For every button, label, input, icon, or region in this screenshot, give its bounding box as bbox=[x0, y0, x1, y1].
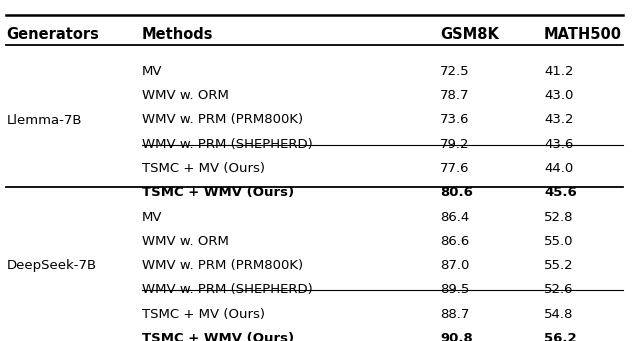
Text: 55.0: 55.0 bbox=[544, 235, 573, 248]
Text: 43.6: 43.6 bbox=[544, 138, 573, 151]
Text: MV: MV bbox=[141, 65, 162, 78]
Text: WMV w. PRM (SHEPHERD): WMV w. PRM (SHEPHERD) bbox=[141, 283, 312, 296]
Text: TSMC + MV (Ours): TSMC + MV (Ours) bbox=[141, 162, 264, 175]
Text: DeepSeek-7B: DeepSeek-7B bbox=[6, 260, 97, 272]
Text: TSMC + WMV (Ours): TSMC + WMV (Ours) bbox=[141, 332, 294, 341]
Text: WMV w. PRM (PRM800K): WMV w. PRM (PRM800K) bbox=[141, 114, 303, 127]
Text: WMV w. PRM (PRM800K): WMV w. PRM (PRM800K) bbox=[141, 259, 303, 272]
Text: TSMC + WMV (Ours): TSMC + WMV (Ours) bbox=[141, 186, 294, 199]
Text: 86.6: 86.6 bbox=[440, 235, 470, 248]
Text: WMV w. ORM: WMV w. ORM bbox=[141, 89, 228, 102]
Text: 80.6: 80.6 bbox=[440, 186, 473, 199]
Text: 56.2: 56.2 bbox=[544, 332, 577, 341]
Text: WMV w. PRM (SHEPHERD): WMV w. PRM (SHEPHERD) bbox=[141, 138, 312, 151]
Text: 52.8: 52.8 bbox=[544, 211, 573, 224]
Text: MATH500: MATH500 bbox=[544, 27, 622, 42]
Text: 73.6: 73.6 bbox=[440, 114, 470, 127]
Text: 55.2: 55.2 bbox=[544, 259, 573, 272]
Text: MV: MV bbox=[141, 211, 162, 224]
Text: Llemma-7B: Llemma-7B bbox=[6, 114, 82, 127]
Text: Methods: Methods bbox=[141, 27, 213, 42]
Text: 79.2: 79.2 bbox=[440, 138, 470, 151]
Text: 87.0: 87.0 bbox=[440, 259, 470, 272]
Text: 77.6: 77.6 bbox=[440, 162, 470, 175]
Text: WMV w. ORM: WMV w. ORM bbox=[141, 235, 228, 248]
Text: 72.5: 72.5 bbox=[440, 65, 470, 78]
Text: GSM8K: GSM8K bbox=[440, 27, 499, 42]
Text: 41.2: 41.2 bbox=[544, 65, 573, 78]
Text: 88.7: 88.7 bbox=[440, 308, 470, 321]
Text: TSMC + MV (Ours): TSMC + MV (Ours) bbox=[141, 308, 264, 321]
Text: Generators: Generators bbox=[6, 27, 99, 42]
Text: 89.5: 89.5 bbox=[440, 283, 470, 296]
Text: 43.0: 43.0 bbox=[544, 89, 573, 102]
Text: 90.8: 90.8 bbox=[440, 332, 473, 341]
Text: 52.6: 52.6 bbox=[544, 283, 573, 296]
Text: 45.6: 45.6 bbox=[544, 186, 577, 199]
Text: 54.8: 54.8 bbox=[544, 308, 573, 321]
Text: 44.0: 44.0 bbox=[544, 162, 573, 175]
Text: 86.4: 86.4 bbox=[440, 211, 470, 224]
Text: 43.2: 43.2 bbox=[544, 114, 573, 127]
Text: 78.7: 78.7 bbox=[440, 89, 470, 102]
